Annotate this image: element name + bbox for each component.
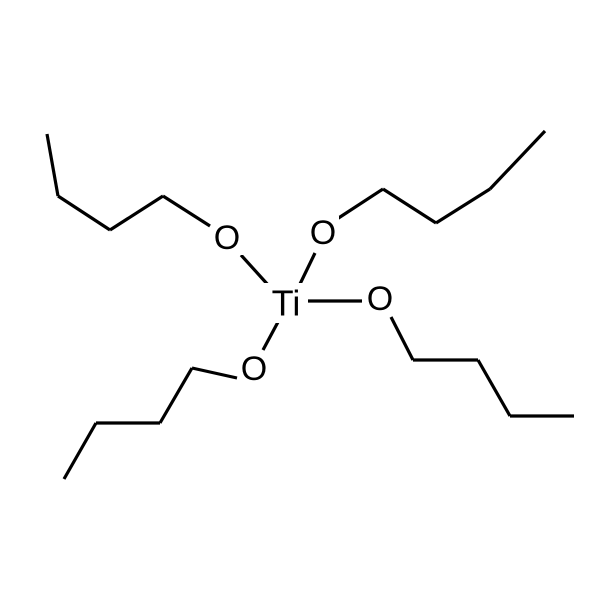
bond-top_right-2 xyxy=(436,189,490,223)
bond-ti-o-1 xyxy=(300,253,315,284)
bond-bottom_left-1 xyxy=(160,368,192,423)
atom-O-up-left: O xyxy=(214,219,240,257)
bond-top_left-0 xyxy=(163,196,210,226)
bond-ti-o-3 xyxy=(263,322,278,350)
bond-top_left-1 xyxy=(110,196,163,230)
bond-right-0 xyxy=(391,317,413,360)
bond-bottom_left-3 xyxy=(64,423,96,479)
bond-right-2 xyxy=(478,360,510,416)
bond-bottom_left-0 xyxy=(192,368,237,378)
chemical-structure-diagram: TiOOOO xyxy=(0,0,600,600)
atom-O-down-left: O xyxy=(241,350,267,388)
bond-top_right-1 xyxy=(383,189,436,223)
atom-O-up-right: O xyxy=(310,214,336,252)
bond-top_left-2 xyxy=(58,196,110,230)
bond-top_left-3 xyxy=(47,134,58,196)
bond-ti-o-0 xyxy=(241,255,269,286)
atom-O-right: O xyxy=(367,280,393,318)
bond-top_right-3 xyxy=(490,131,545,189)
atom-ti: Ti xyxy=(272,283,301,324)
bond-top_right-0 xyxy=(337,189,383,219)
